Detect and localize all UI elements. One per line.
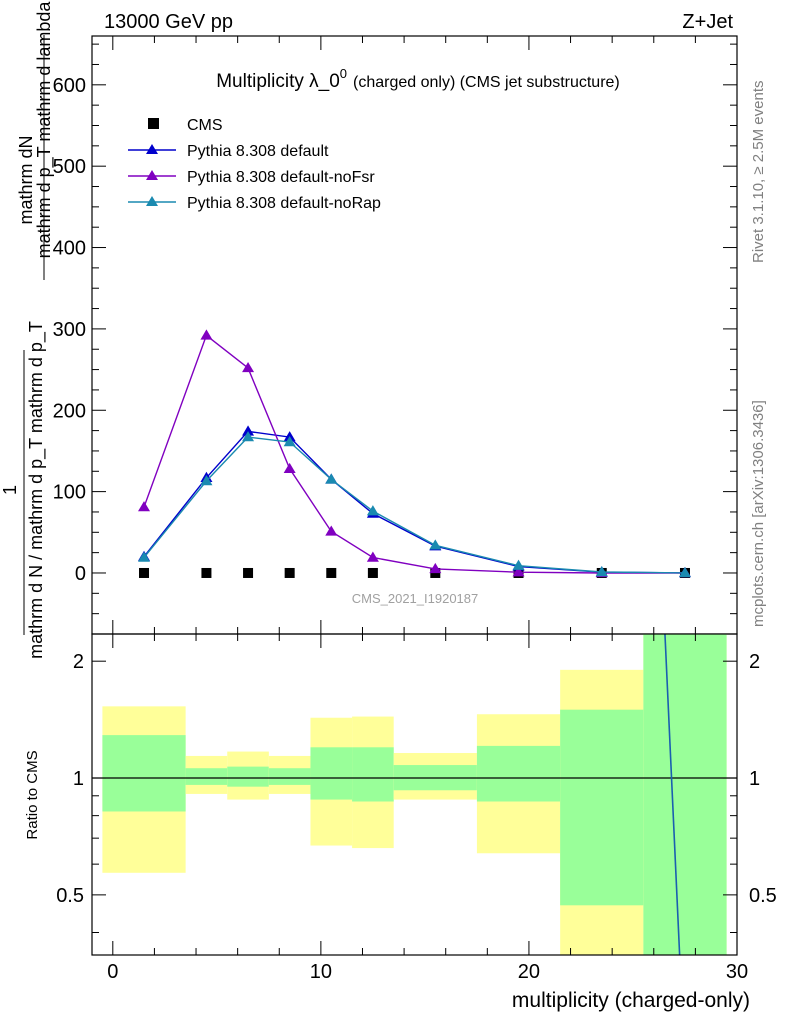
data-point (429, 539, 442, 550)
x-tick-label: 20 (518, 961, 540, 983)
data-point (200, 329, 213, 340)
x-tick-label: 10 (310, 961, 332, 983)
legend-label: Pythia 8.308 default-noRap (187, 195, 381, 212)
ratio-band-green (352, 747, 394, 802)
main-x-ticks (112, 36, 738, 634)
ratio-y-tick-label-right: 2 (749, 651, 760, 673)
ratio-band-green (227, 766, 269, 787)
data-point (138, 551, 151, 562)
series-line (143, 436, 686, 574)
y-tick-label: 600 (53, 75, 86, 97)
ratio-x-axis: 0 10 20 30 (107, 634, 748, 983)
ratio-y-tick-label-right: 0.5 (749, 885, 777, 907)
data-point (242, 425, 255, 436)
ratio-band-green (268, 768, 311, 785)
ratio-y-tick-label: 2 (73, 651, 84, 673)
series-line (143, 334, 685, 574)
main-y-axis-label: mathrm dN mathrm d p_T mathrm d lambda 1… (0, 1, 55, 659)
data-point (678, 566, 691, 578)
legend-label: Pythia 8.308 default (187, 143, 329, 160)
main-plot-panel: 0 100 200 300 400 500 600 (53, 35, 738, 635)
main-y-axis: 0 100 200 300 400 500 600 (53, 43, 737, 615)
data-point (284, 567, 295, 578)
ratio-y-tick-label: 0.5 (56, 885, 84, 907)
ylabel-bottom: mathrm d N / mathrm d p_T mathrm d p_T (26, 321, 47, 659)
ratio-mc-line (664, 633, 681, 956)
data-point (325, 473, 338, 484)
chart-title: Multiplicity λ_00 (charged only) (CMS jet… (216, 66, 620, 92)
data-point (201, 567, 212, 578)
series-pythia-8-308-default (138, 425, 691, 578)
y-tick-label: 300 (53, 319, 86, 341)
rivet-version-text: Rivet 3.1.10, ≥ 2.5M events (750, 81, 767, 264)
x-tick-label: 0 (107, 961, 118, 983)
data-point (242, 361, 255, 373)
legend-marker (146, 144, 158, 154)
ratio-band-green (102, 735, 186, 812)
ratio-band-green (476, 745, 561, 802)
data-point (512, 559, 525, 570)
ratio-y-axis-label: Ratio to CMS (24, 750, 41, 839)
chart-title-main: Multiplicity λ_0 (216, 71, 340, 92)
analysis-watermark: CMS_2021_I1920187 (352, 591, 479, 606)
legend-label: Pythia 8.308 default-noFsr (187, 169, 375, 186)
legend-label: CMS (187, 117, 223, 134)
energy-label: 13000 GeV pp (104, 11, 233, 33)
data-point (366, 551, 379, 562)
data-point (367, 567, 378, 578)
data-point (138, 501, 151, 512)
legend-item: Pythia 8.308 default-noFsr (128, 169, 375, 186)
ratio-band-green (185, 768, 228, 785)
x-tick-label: 30 (726, 961, 748, 983)
y-tick-label: 500 (53, 156, 86, 178)
data-point (429, 562, 442, 574)
y-tick-label: 0 (75, 563, 86, 585)
ratio-band-green (560, 709, 644, 906)
legend: CMS Pythia 8.308 default Pythia 8.308 defa… (128, 117, 381, 212)
chart-title-suffix: (charged only) (CMS jet substructure) (353, 74, 620, 91)
data-point (200, 475, 213, 486)
legend-item: Pythia 8.308 default-noRap (128, 195, 381, 212)
legend-marker (146, 170, 158, 180)
ratio-plot-frame (91, 633, 738, 956)
ylabel-top: mathrm dN (16, 135, 36, 224)
series-line (143, 430, 686, 574)
chart-title-superscript: 0 (340, 66, 347, 81)
data-point (283, 435, 296, 447)
legend-marker (148, 118, 159, 129)
data-point (243, 567, 254, 578)
ratio-y-tick-label-right: 1 (749, 768, 760, 790)
legend-marker (146, 196, 158, 206)
y-tick-label: 400 (53, 238, 86, 260)
series-pythia-8-308-default-norap (138, 431, 691, 578)
legend-item: CMS (148, 117, 223, 134)
mcplots-text: mcplots.cern.ch [arXiv:1306.3436] (750, 400, 767, 627)
ratio-plot-panel: 0.5 0.5 1 1 2 2 0 10 20 30 (56, 633, 777, 983)
data-point (326, 567, 337, 578)
ratio-plot-content (92, 633, 737, 956)
data-point (283, 462, 296, 474)
data-point (512, 566, 525, 577)
y-tick-label: 100 (53, 482, 86, 504)
main-plot-content (138, 329, 691, 578)
legend-item: Pythia 8.308 default (128, 143, 329, 160)
data-point (366, 505, 379, 516)
y-tick-label: 200 (53, 400, 86, 422)
ylabel-numerator: 1 (0, 485, 20, 495)
ratio-band-green (643, 634, 727, 955)
data-point (242, 431, 255, 442)
ratio-y-axis: 0.5 0.5 1 1 2 2 (56, 651, 777, 933)
ratio-band-green (310, 747, 353, 800)
process-label: Z+Jet (682, 11, 733, 33)
x-axis-label: multiplicity (charged-only) (512, 989, 750, 1012)
ratio-y-tick-label: 1 (73, 768, 84, 790)
data-point (595, 566, 608, 577)
data-point (325, 525, 338, 536)
data-point (139, 567, 150, 578)
series-pythia-8-308-default-nofsr (138, 329, 691, 578)
